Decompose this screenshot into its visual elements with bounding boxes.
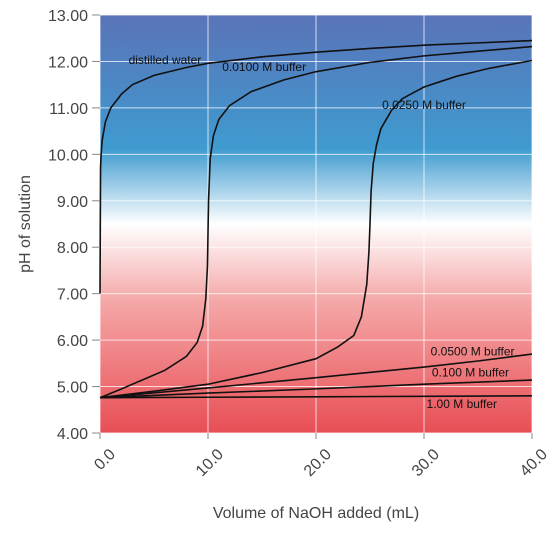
curve-label-6: 1.00 M buffer	[427, 397, 498, 411]
y-tick-label: 11.00	[49, 101, 88, 118]
curve-3	[99, 59, 533, 399]
curve-label-2: 0.0100 M buffer	[222, 60, 306, 74]
y-tick-label: 9.00	[57, 194, 88, 211]
x-axis-label: Volume of NaOH added (mL)	[213, 505, 419, 522]
y-tick-label: 12.00	[48, 54, 88, 71]
y-tick-label: 8.00	[57, 240, 88, 257]
curve-label-3: 0.0250 M buffer	[382, 98, 466, 112]
curve-4	[99, 353, 533, 399]
y-tick-label: 10.00	[48, 147, 88, 164]
curve-2	[99, 45, 533, 399]
grid-lines	[99, 14, 533, 434]
y-tick-label: 6.00	[57, 333, 88, 350]
curve-5	[99, 379, 533, 399]
curve-label-1: distilled water	[129, 53, 202, 67]
curve-label-4: 0.0500 M buffer	[431, 345, 515, 359]
curve-labels: distilled water 0.0100 M buffer 0.0250 M b…	[129, 53, 515, 411]
x-tick-label: 20.0	[301, 446, 335, 480]
curve-label-5: 0.100 M buffer	[432, 365, 509, 379]
curve-6	[99, 395, 533, 399]
y-axis-label: pH of solution	[17, 175, 34, 273]
x-tick-label: 40.0	[517, 446, 550, 480]
x-tick-label: 30.0	[409, 446, 443, 480]
curve-1	[99, 39, 533, 294]
y-tick-label: 4.00	[57, 426, 88, 443]
x-tick-label: 10.0	[193, 446, 227, 480]
x-tick-label: 0.0	[91, 446, 119, 474]
y-tick-label: 7.00	[57, 287, 88, 304]
x-axis: 0.0 10.0 20.0 30.0 40.0	[91, 433, 550, 480]
y-axis: 4.00 5.00 6.00 7.00 8.00 9.00 10.00 11.00 12.00 1…	[48, 8, 100, 443]
curves	[99, 39, 533, 399]
y-tick-label: 5.00	[57, 380, 88, 397]
y-tick-label: 13.00	[48, 8, 88, 25]
